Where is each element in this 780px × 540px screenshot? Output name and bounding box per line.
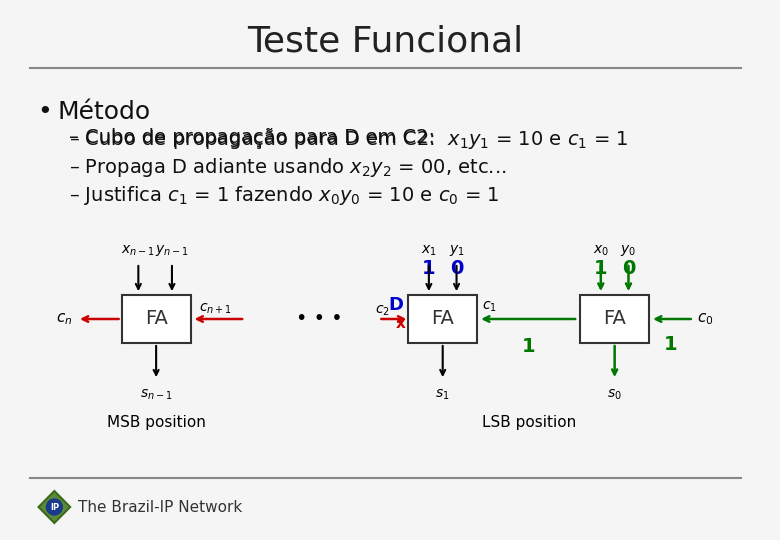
Text: 1: 1	[664, 335, 678, 354]
Text: $y_0$: $y_0$	[620, 243, 636, 258]
Text: $c_0$: $c_0$	[697, 311, 713, 327]
Text: IP: IP	[50, 503, 59, 511]
Text: $y_{n-1}$: $y_{n-1}$	[155, 243, 189, 258]
Text: $c_2$: $c_2$	[375, 304, 390, 318]
Text: Teste Funcional: Teste Funcional	[247, 25, 523, 59]
Text: $x_1$: $x_1$	[421, 244, 437, 258]
Text: $x_{n-1}$: $x_{n-1}$	[122, 244, 155, 258]
Text: •: •	[37, 100, 52, 124]
Text: $x_0$: $x_0$	[593, 244, 609, 258]
Text: 1: 1	[594, 259, 608, 278]
Text: 1: 1	[422, 259, 436, 278]
Text: FA: FA	[603, 309, 626, 328]
Text: FA: FA	[431, 309, 454, 328]
Circle shape	[47, 499, 62, 515]
Text: $s_1$: $s_1$	[435, 388, 450, 402]
Text: FA: FA	[145, 309, 168, 328]
Text: The Brazil-IP Network: The Brazil-IP Network	[78, 500, 243, 515]
Text: x: x	[396, 315, 406, 330]
Text: – Propaga D adiante usando $x_2y_2$ = 00, etc...: – Propaga D adiante usando $x_2y_2$ = 00…	[69, 156, 506, 179]
Text: Método: Método	[57, 100, 151, 124]
Text: – Cubo de propagação para D em C2:  $x_1y_1$ = 10 e $c_1$ = 1: – Cubo de propagação para D em C2: $x_1y…	[69, 128, 629, 151]
Text: $s_{n-1}$: $s_{n-1}$	[140, 388, 172, 402]
Text: $y_1$: $y_1$	[448, 243, 464, 258]
Text: – Cubo de propagação para D em C2:: – Cubo de propagação para D em C2:	[69, 128, 448, 147]
Text: – Justifica $c_1$ = 1 fazendo $x_0y_0$ = 10 e $c_0$ = 1: – Justifica $c_1$ = 1 fazendo $x_0y_0$ =…	[69, 184, 500, 207]
Text: 0: 0	[622, 259, 635, 278]
Text: 0: 0	[450, 259, 463, 278]
Bar	[580, 295, 649, 343]
Bar	[122, 295, 191, 343]
Text: MSB position: MSB position	[107, 415, 206, 430]
Text: D: D	[388, 296, 403, 314]
Text: 1: 1	[522, 337, 536, 356]
Text: $c_n$: $c_n$	[55, 311, 72, 327]
Text: $s_0$: $s_0$	[608, 388, 622, 402]
Text: • • •: • • •	[296, 309, 342, 328]
Text: $c_1$: $c_1$	[482, 300, 497, 314]
Polygon shape	[38, 491, 70, 523]
Text: $c_{n+1}$: $c_{n+1}$	[199, 302, 232, 316]
Text: LSB position: LSB position	[481, 415, 576, 430]
Bar	[408, 295, 477, 343]
